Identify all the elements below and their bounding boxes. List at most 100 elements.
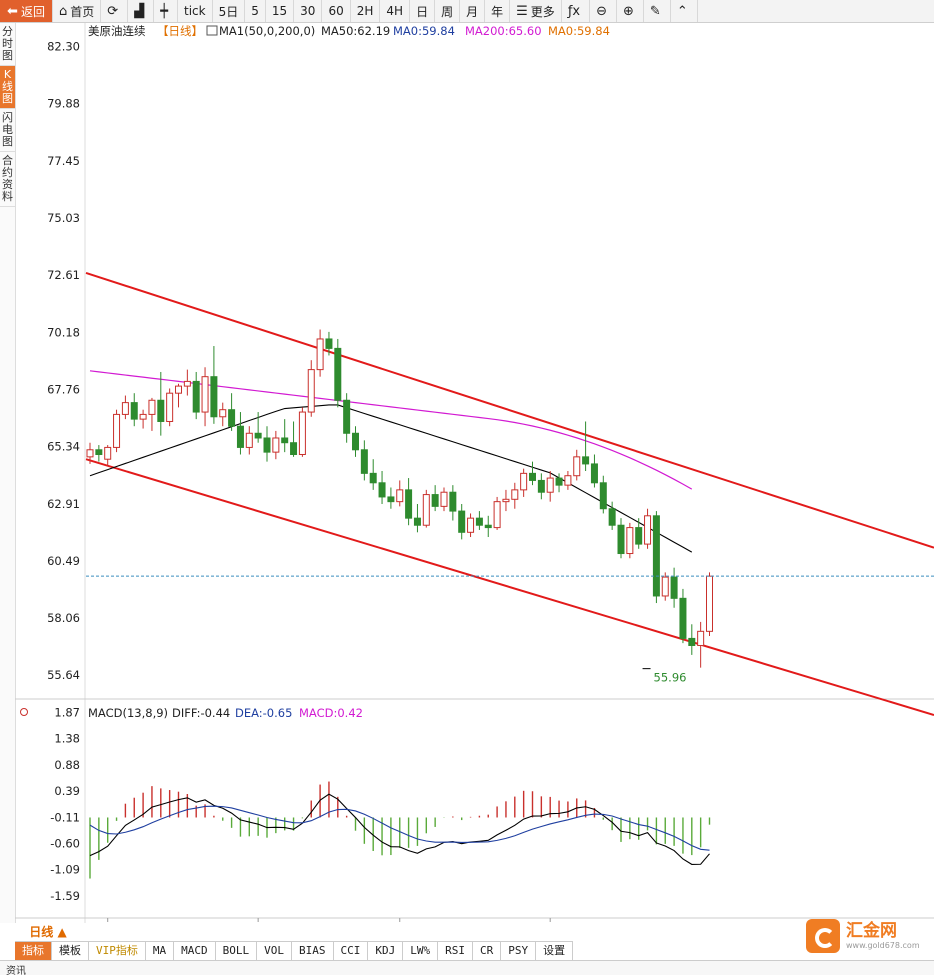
candle-body [475,517,483,526]
tab-6[interactable]: VOL [257,942,292,960]
toolbar-button-4H[interactable]: 4H [380,0,411,22]
toolbar-button-5[interactable]: 5 [245,0,266,22]
candle-body [405,489,413,519]
tab-14[interactable]: 设置 [536,942,574,960]
price-tick-label: 79.88 [47,97,80,111]
tab-13[interactable]: PSY [501,942,537,960]
tab-11[interactable]: RSI [438,942,473,960]
ma50-line [89,404,693,553]
tab-0[interactable]: 指标 [15,942,52,960]
candle-body [86,449,94,458]
bottom-bar: 日线 ▲ 指标 模板 VIP指标 MA MACD BOLL VOL BIAS CCI KDJ LW%… [0,919,934,977]
candle-body [590,463,598,484]
macd-tick-label: -0.60 [50,836,80,850]
price-tick-label: 58.06 [47,611,80,625]
zoom-out-icon: ⊖ [596,3,607,19]
macd-diff-line [89,793,710,865]
candle-body [236,425,244,448]
candle-body [352,432,359,451]
toolbar-button-tick[interactable]: tick [178,0,213,22]
toolbar-label: 更多 [530,4,555,19]
price-tick-label: 67.76 [47,382,80,396]
toolbar-button-30[interactable]: 30 [294,0,323,22]
toolbar-label: 月 [466,4,479,19]
toolbar-button-2H[interactable]: 2H [351,0,381,22]
candle-body [422,494,430,526]
period-selector[interactable]: 日线 ▲ [29,925,67,939]
candle-body [113,413,121,448]
toolbar-button-60[interactable]: 60 [322,0,351,22]
toolbar-button-首页[interactable]: ⌂ 首页 [53,0,102,22]
toolbar-button-bar-chart[interactable]: ▟ [128,0,155,22]
toolbar-button-周[interactable]: 周 [435,0,461,22]
tab-1[interactable]: 模板 [52,942,89,960]
candle-body [626,527,634,555]
collapse-icon: ⌃ [676,3,688,19]
toolbar-button-collapse[interactable]: ⌃ [671,0,698,22]
toolbar-button-年[interactable]: 年 [485,0,511,22]
candle-body [148,399,156,415]
tab-9[interactable]: KDJ [368,942,404,960]
toolbar-button-日[interactable]: 日 [410,0,436,22]
sidebar-item-3[interactable]: 合约资料 [0,152,15,207]
candle-body [493,501,501,529]
sidebar-item-0[interactable]: 分时图 [0,23,15,66]
candle-body [608,508,616,526]
toolbar-button-月[interactable]: 月 [460,0,486,22]
candle-body [537,479,545,493]
candle-body [175,385,182,394]
candle-body [635,527,643,545]
candle-body [387,496,395,503]
zoom-in-icon: ⊕ [623,3,634,19]
macd-legend-macd: MACD:0.42 [299,706,363,720]
candle-body [484,524,492,529]
sidebar-item-1[interactable]: K线图 [0,66,15,109]
toolbar-button-pencil[interactable]: ✎ [644,0,671,22]
candle-body [166,392,174,422]
tab-8[interactable]: CCI [334,942,369,960]
tab-3[interactable]: MA [146,942,175,960]
tab-5[interactable]: BOLL [216,942,258,960]
macd-dea-line [89,805,710,851]
toolbar-button-zoom-in[interactable]: ⊕ [617,0,644,22]
candle-body [157,399,165,422]
macd-legend-label: MACD(13,8,9) [88,706,168,720]
macd-tick-label: -0.11 [50,810,80,824]
toolbar-label: 5日 [218,4,239,19]
candle-body [449,491,457,512]
macd-legend-dea: DEA:-0.65 [235,706,292,720]
toolbar-button-15[interactable]: 15 [266,0,295,22]
legend-title: 美原油连续 [88,24,146,38]
candle-body [467,517,475,533]
toolbar-button-返回[interactable]: ⬅ 返回 [0,0,53,22]
toolbar-button-refresh[interactable]: ⟳ [101,0,129,22]
toolbar-button-zoom-out[interactable]: ⊖ [590,0,617,22]
footer-news-label[interactable]: 资讯 [6,966,26,977]
toolbar-label: 2H [356,4,374,18]
toolbar-button-更多[interactable]: ☰ 更多 [510,0,562,22]
tab-2[interactable]: VIP指标 [89,942,146,960]
candle-body [652,515,660,597]
price-tick-label: 60.49 [47,554,80,568]
brand-url: www.gold678.com [846,941,920,950]
toolbar-label: 周 [441,4,454,19]
footer-strip: 资讯 [0,960,934,977]
candle-body [201,376,209,413]
macd-tick-label: 0.39 [54,784,80,798]
macd-legend-diff: DIFF:-0.44 [172,706,230,720]
function-icon: ƒx [567,3,581,19]
toolbar-button-candlestick[interactable]: ┿ [154,0,179,22]
tab-4[interactable]: MACD [174,942,216,960]
toolbar-button-5日[interactable]: 5日 [213,0,246,22]
tab-12[interactable]: CR [473,942,502,960]
tab-10[interactable]: LW% [403,942,439,960]
candlestick-icon: ┿ [160,3,169,19]
tab-7[interactable]: BIAS [292,942,334,960]
candle-body [458,510,466,533]
sidebar-item-2[interactable]: 闪电图 [0,109,15,152]
toolbar-button-function[interactable]: ƒx [562,0,591,22]
candle-body [245,432,253,448]
legend-ma0: MA0:59.84 [393,24,455,38]
macd-tick-label: 1.87 [54,706,80,720]
candle-body [139,413,147,420]
